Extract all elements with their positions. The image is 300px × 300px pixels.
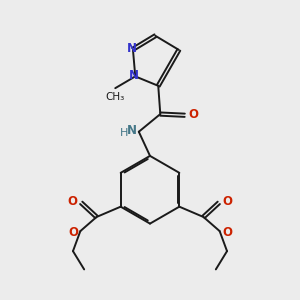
Text: N: N (127, 124, 136, 137)
Text: N: N (129, 69, 139, 82)
Text: O: O (68, 226, 78, 239)
Text: O: O (222, 226, 232, 239)
Text: H: H (120, 128, 128, 138)
Text: O: O (188, 108, 198, 121)
Text: O: O (222, 195, 232, 208)
Text: O: O (68, 195, 78, 208)
Text: CH₃: CH₃ (106, 92, 125, 102)
Text: N: N (127, 42, 137, 55)
